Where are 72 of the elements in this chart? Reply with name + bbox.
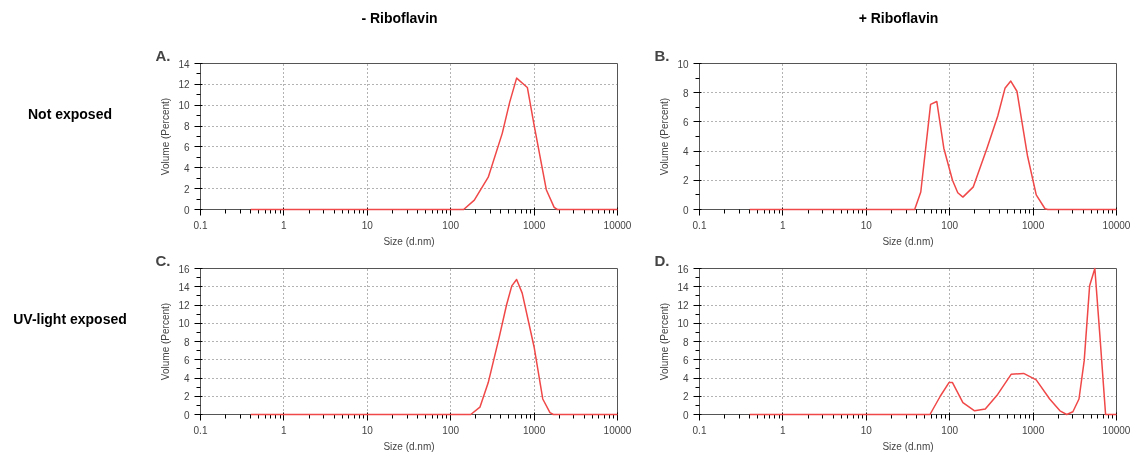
x-tick-label: 100 bbox=[941, 424, 959, 436]
y-tick-label: 16 bbox=[677, 263, 689, 275]
y-axis-title: Volume (Percent) bbox=[160, 302, 172, 381]
x-tick-label: 1 bbox=[780, 424, 787, 436]
x-tick-label: 100 bbox=[442, 219, 460, 231]
y-tick-label: 10 bbox=[677, 58, 689, 70]
y-tick-label: 14 bbox=[677, 281, 689, 293]
y-tick-label: 8 bbox=[682, 336, 689, 348]
y-tick-label: 16 bbox=[178, 263, 190, 275]
y-tick-label: 2 bbox=[183, 391, 190, 403]
y-tick-label: 12 bbox=[178, 300, 190, 311]
y-axis-title: Volume (Percent) bbox=[659, 302, 671, 381]
y-tick-label: 10 bbox=[178, 318, 190, 330]
x-axis-title: Size (d.nm) bbox=[383, 235, 435, 247]
y-tick-label: 2 bbox=[183, 183, 190, 195]
y-tick-label: 4 bbox=[682, 146, 689, 158]
x-tick-label: 1000 bbox=[522, 424, 546, 436]
text: + Riboflavin bbox=[858, 9, 939, 28]
x-tick-label: 10 bbox=[361, 219, 374, 231]
x-tick-label: 0.1 bbox=[193, 219, 208, 231]
y-tick-label: 2 bbox=[682, 391, 689, 403]
chart-title: B. bbox=[654, 46, 670, 64]
x-tick-label: 0.1 bbox=[692, 424, 707, 436]
y-tick-label: 0 bbox=[682, 409, 689, 421]
chart-title: A. bbox=[155, 46, 171, 64]
y-tick-label: 4 bbox=[682, 373, 689, 384]
x-axis-title: Size (d.nm) bbox=[882, 235, 934, 247]
x-tick-label: 10000 bbox=[1102, 424, 1131, 436]
text: Not exposed bbox=[27, 105, 112, 124]
y-tick-label: 6 bbox=[183, 354, 190, 366]
y-tick-label: 6 bbox=[183, 141, 190, 153]
x-tick-label: 0.1 bbox=[692, 219, 707, 231]
y-tick-label: 4 bbox=[183, 162, 190, 174]
x-axis-title: Size (d.nm) bbox=[882, 440, 934, 452]
y-tick-label: 0 bbox=[682, 204, 689, 216]
x-tick-label: 1 bbox=[281, 219, 288, 231]
y-tick-label: 2 bbox=[682, 175, 689, 187]
x-tick-label: 0.1 bbox=[193, 424, 208, 436]
x-tick-label: 100 bbox=[941, 219, 959, 231]
y-tick-label: 10 bbox=[178, 100, 190, 112]
y-tick-label: 12 bbox=[677, 300, 689, 311]
x-tick-label: 10 bbox=[860, 219, 873, 231]
y-tick-label: 8 bbox=[183, 121, 190, 133]
x-tick-label: 10 bbox=[860, 424, 873, 436]
x-tick-label: 10000 bbox=[1102, 219, 1131, 231]
text: - Riboflavin bbox=[361, 9, 438, 28]
y-tick-label: 0 bbox=[183, 409, 190, 421]
y-tick-label: 12 bbox=[178, 79, 190, 91]
y-tick-label: 0 bbox=[183, 204, 190, 216]
chart-title: C. bbox=[155, 251, 171, 269]
y-tick-label: 4 bbox=[183, 373, 190, 384]
y-tick-label: 14 bbox=[178, 281, 190, 293]
y-tick-label: 10 bbox=[677, 318, 689, 330]
x-tick-label: 10000 bbox=[603, 219, 632, 231]
x-tick-label: 1 bbox=[281, 424, 288, 436]
x-axis-title: Size (d.nm) bbox=[383, 440, 435, 452]
y-tick-label: 8 bbox=[682, 87, 689, 99]
y-tick-label: 6 bbox=[682, 116, 689, 128]
x-tick-label: 1000 bbox=[522, 219, 546, 231]
y-tick-label: 8 bbox=[183, 336, 190, 348]
y-axis-title: Volume (Percent) bbox=[659, 97, 671, 176]
x-tick-label: 10000 bbox=[603, 424, 632, 436]
y-tick-label: 14 bbox=[178, 58, 190, 70]
text: UV-light exposed bbox=[13, 310, 127, 329]
x-tick-label: 1 bbox=[780, 219, 787, 231]
x-tick-label: 100 bbox=[442, 424, 460, 436]
x-tick-label: 10 bbox=[361, 424, 374, 436]
x-tick-label: 1000 bbox=[1021, 424, 1045, 436]
y-axis-title: Volume (Percent) bbox=[160, 97, 172, 176]
chart-title: D. bbox=[654, 251, 670, 269]
x-tick-label: 1000 bbox=[1021, 219, 1045, 231]
y-tick-label: 6 bbox=[682, 354, 689, 366]
